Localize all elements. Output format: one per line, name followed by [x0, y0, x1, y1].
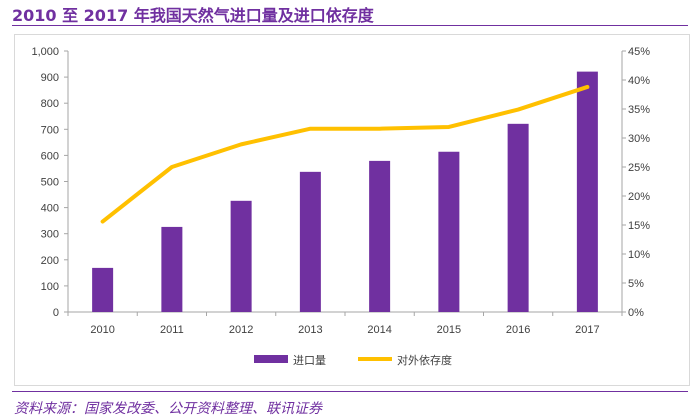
right-tick-label: 5%: [628, 278, 644, 290]
chart-frame: [14, 34, 690, 386]
bar-2016: [507, 123, 529, 312]
source-note: 资料来源：国家发改委、公开资料整理、联讯证券: [14, 401, 322, 417]
bar-2017: [576, 71, 598, 312]
bar-2011: [161, 226, 183, 312]
bar-2015: [438, 151, 460, 312]
x-tick-label: 2016: [506, 324, 530, 336]
x-tick-label: 2015: [437, 324, 461, 336]
bar-2014: [369, 160, 391, 312]
right-tick-label: 35%: [628, 104, 650, 116]
left-tick-label: 100: [41, 281, 59, 293]
right-tick-label: 25%: [628, 162, 650, 174]
right-tick-label: 30%: [628, 133, 650, 145]
left-tick-label: 300: [41, 229, 59, 241]
x-tick-label: 2011: [160, 324, 184, 336]
line-series-dependency: [100, 84, 590, 224]
right-tick-label: 20%: [628, 191, 650, 203]
left-tick-label: 400: [41, 203, 59, 215]
footer-divider: [12, 391, 688, 392]
bar-2012: [230, 200, 252, 312]
bar-2010: [92, 267, 114, 312]
right-tick-label: 0%: [628, 307, 644, 319]
right-tick-label: 10%: [628, 249, 650, 261]
x-tick-label: 2017: [575, 324, 599, 336]
x-tick-label: 2010: [90, 324, 114, 336]
left-tick-label: 0: [53, 307, 59, 319]
left-tick-label: 500: [41, 177, 59, 189]
x-tick-label: 2012: [229, 324, 253, 336]
right-tick-label: 15%: [628, 220, 650, 232]
left-tick-label: 600: [41, 150, 59, 162]
bar-2013: [299, 171, 321, 312]
left-tick-label: 900: [41, 72, 59, 84]
legend-swatch-import: [254, 355, 288, 363]
x-tick-label: 2013: [298, 324, 322, 336]
left-tick-label: 700: [41, 124, 59, 136]
right-tick-label: 40%: [628, 75, 650, 87]
legend-label-import: 进口量: [293, 354, 326, 367]
x-tick-label: 2014: [367, 324, 391, 336]
left-tick-label: 200: [41, 255, 59, 267]
chart-title: 2010 至 2017 年我国天然气进口量及进口依存度: [12, 6, 374, 25]
title-divider: [12, 25, 688, 26]
legend-label-dependency: 对外依存度: [397, 353, 452, 367]
left-tick-label: 800: [41, 98, 59, 110]
right-tick-label: 45%: [628, 46, 650, 58]
left-tick-label: 1,000: [31, 46, 59, 58]
